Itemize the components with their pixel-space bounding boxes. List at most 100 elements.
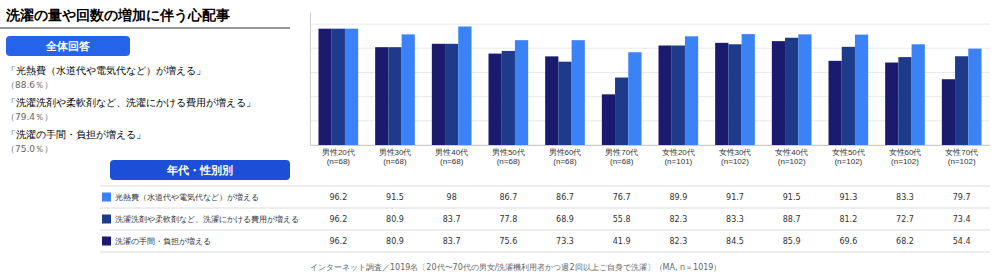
bar — [515, 40, 528, 145]
x-tick: 男性70代(n=68) — [605, 148, 638, 166]
x-tick: 女性70代(n=102) — [945, 148, 978, 166]
data-label: 80.9 — [386, 215, 404, 224]
bar — [445, 44, 458, 145]
bar — [855, 35, 868, 145]
bar — [955, 56, 968, 145]
x-tick-label: 女性30代(n=102) — [719, 148, 752, 166]
bar — [375, 47, 388, 145]
x-tick-label: 女性60代(n=102) — [889, 148, 922, 166]
data-label: 86.7 — [556, 193, 574, 202]
bar — [898, 57, 911, 145]
table-divider — [100, 230, 990, 231]
data-label: 91.5 — [386, 193, 404, 202]
summary-text: （75.0％） — [6, 144, 53, 154]
bar — [772, 41, 785, 145]
bar — [345, 29, 358, 145]
bar — [659, 45, 672, 145]
bar — [319, 29, 332, 145]
bar — [332, 29, 345, 145]
bar — [798, 34, 811, 145]
grid-line — [310, 24, 990, 25]
data-label: 86.7 — [499, 193, 517, 202]
data-table: 光熱費（水道代や電気代など）が増える96.291.59886.786.776.7… — [100, 186, 990, 252]
data-label: 91.7 — [726, 193, 744, 202]
grid — [310, 24, 990, 145]
data-label: 96.2 — [329, 237, 347, 246]
chart-container: 洗濯の量や回数の増加に伴う心配事全体回答「光熱費（水道代や電気代など）が増える」… — [0, 0, 1000, 278]
bar — [968, 49, 981, 145]
table-divider — [100, 252, 990, 253]
footnote: インターネット調査／1019名〔20代〜70代の男女/洗濯機利用者かつ週2回以上… — [310, 263, 721, 272]
bar — [728, 44, 741, 145]
x-tick-label: 男性40代(n=68) — [435, 148, 468, 166]
bars — [319, 27, 982, 145]
x-tick: 女性40代(n=102) — [775, 148, 808, 166]
data-label: 68.9 — [556, 215, 574, 224]
data-label: 55.8 — [613, 215, 631, 224]
x-axis: 男性20代(n=68) 男性30代(n=68) 男性40代(n=68) 男性50代(n… — [311, 146, 991, 166]
x-tick-label: 女性20代(n=101) — [662, 148, 695, 166]
data-label: 54.4 — [953, 237, 971, 246]
bar — [785, 38, 798, 145]
bar — [829, 61, 842, 145]
data-label: 83.3 — [896, 193, 914, 202]
data-label: 85.9 — [783, 237, 801, 246]
legend-label: 洗濯洗剤や柔軟剤など、洗濯にかける費用が増える — [115, 215, 299, 224]
bar — [558, 62, 571, 145]
x-tick: 女性60代(n=102) — [889, 148, 922, 166]
data-label: 72.7 — [896, 215, 914, 224]
data-label: 83.3 — [726, 215, 744, 224]
data-label: 91.5 — [783, 193, 801, 202]
x-tick: 女性30代(n=102) — [719, 148, 752, 166]
data-label: 83.7 — [443, 237, 461, 246]
x-tick-label: 女性70代(n=102) — [945, 148, 978, 166]
title-underline — [0, 28, 290, 29]
bar — [458, 27, 471, 145]
data-label: 69.6 — [839, 237, 857, 246]
data-label: 81.2 — [839, 215, 857, 224]
badge-label: 年代・性別別 — [166, 164, 233, 177]
data-label: 80.9 — [386, 237, 404, 246]
bar-series — [345, 27, 982, 145]
bar — [602, 94, 615, 145]
data-label: 88.7 — [783, 215, 801, 224]
data-label: 89.9 — [669, 193, 687, 202]
summary-text: （88.6％） — [6, 80, 53, 90]
data-label: 79.7 — [953, 193, 971, 202]
x-tick: 男性20代(n=68) — [322, 148, 355, 166]
table-divider — [100, 208, 990, 209]
bar — [912, 44, 925, 145]
chart-svg: 洗濯の量や回数の増加に伴う心配事全体回答「光熱費（水道代や電気代など）が増える」… — [0, 0, 1000, 278]
x-tick-label: 男性70代(n=68) — [605, 148, 638, 166]
bar — [615, 78, 628, 145]
bar — [572, 40, 585, 145]
bar-series — [332, 29, 969, 145]
summary-text: 「洗濯の手間・負担が増える」 — [6, 129, 146, 140]
bar — [885, 63, 898, 145]
bar — [489, 54, 502, 145]
data-label: 82.3 — [669, 215, 687, 224]
data-label: 68.2 — [896, 237, 914, 246]
data-label: 77.8 — [499, 215, 517, 224]
x-tick-label: 男性60代(n=68) — [549, 148, 582, 166]
bar — [842, 47, 855, 145]
legend-label: 光熱費（水道代や電気代など）が増える — [115, 193, 259, 202]
x-tick: 男性40代(n=68) — [435, 148, 468, 166]
bar — [388, 47, 401, 145]
bar — [545, 56, 558, 145]
bar — [942, 79, 955, 145]
x-tick: 女性20代(n=101) — [662, 148, 695, 166]
x-tick-label: 男性30代(n=68) — [379, 148, 412, 166]
x-tick-label: 男性50代(n=68) — [492, 148, 525, 166]
x-tick-label: 女性50代(n=102) — [832, 148, 865, 166]
x-tick: 男性30代(n=68) — [379, 148, 412, 166]
data-label: 96.2 — [329, 215, 347, 224]
data-label: 82.3 — [669, 237, 687, 246]
badge-label: 全体回答 — [45, 40, 91, 53]
bar — [628, 52, 641, 145]
data-label: 41.9 — [613, 237, 631, 246]
data-label: 83.7 — [443, 215, 461, 224]
y-axis-line — [310, 13, 311, 146]
data-label: 91.3 — [839, 193, 857, 202]
badge — [6, 36, 130, 56]
